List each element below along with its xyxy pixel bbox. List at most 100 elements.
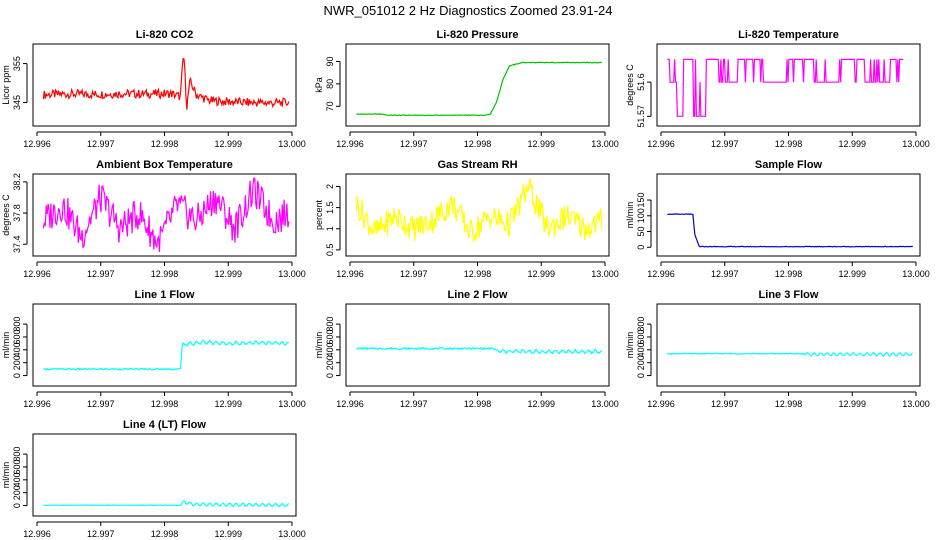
series-line-li-820-pressure: [356, 61, 602, 117]
x-tick-label: 13.000: [278, 269, 306, 279]
x-tick-label: 12.997: [400, 269, 428, 279]
plot-frame: [32, 173, 297, 257]
y-tick-label: 800: [325, 317, 335, 332]
y-tick-label: 600: [636, 329, 646, 344]
y-axis-label: ml/min: [1, 462, 11, 489]
y-axis-label: degrees C: [625, 64, 635, 106]
series-line-ambient-box-temperature: [42, 176, 290, 253]
x-tick-label: 13.000: [902, 139, 930, 149]
y-tick-label: 0: [325, 373, 335, 378]
y-tick-label: 2: [325, 184, 335, 189]
y-tick-label: 51.6: [636, 73, 646, 91]
x-tick-label: 13.000: [591, 399, 619, 409]
series-line-li-820-temperature: [667, 58, 904, 117]
panel-title: Gas Stream RH: [437, 159, 517, 171]
x-tick-label: 12.998: [464, 139, 492, 149]
x-tick-label: 13.000: [278, 529, 306, 539]
y-tick-label: 0: [636, 245, 646, 250]
x-tick-label: 12.999: [838, 269, 866, 279]
panel-title: Li-820 Temperature: [738, 29, 839, 41]
y-tick-label: 80: [325, 79, 335, 89]
plot-frame: [656, 43, 921, 127]
y-tick-label: 400: [325, 342, 335, 357]
x-tick-label: 13.000: [278, 139, 306, 149]
x-tick-label: 12.998: [775, 399, 803, 409]
figure-title: NWR_051012 2 Hz Diagnostics Zoomed 23.91…: [323, 3, 612, 18]
y-tick-label: 200: [325, 355, 335, 370]
plot-frame: [32, 43, 297, 127]
y-tick-label: 0: [12, 373, 22, 378]
panel-title: Line 4 (LT) Flow: [123, 419, 206, 431]
x-tick-label: 12.996: [336, 269, 364, 279]
series-line-line-1-flow: [43, 339, 289, 371]
x-tick-label: 12.997: [87, 269, 115, 279]
x-tick-label: 12.999: [214, 529, 242, 539]
plot-frame: [345, 43, 610, 127]
x-tick-label: 12.996: [647, 139, 675, 149]
x-tick-label: 12.996: [23, 399, 51, 409]
y-tick-label: 0: [12, 503, 22, 508]
y-tick-label: 200: [636, 355, 646, 370]
panel-line-3-flow: Line 3 Flow 12.996 12.997 12.998 12.999 13.00…: [625, 289, 930, 409]
x-tick-label: 12.997: [400, 139, 428, 149]
y-tick-label: 200: [12, 355, 22, 370]
panel-li-820-pressure: Li-820 Pressure 12.996 12.997 12.998 12.999 1…: [314, 29, 619, 149]
y-tick-label: 1: [325, 226, 335, 231]
x-tick-label: 13.000: [278, 399, 306, 409]
panel-title: Line 2 Flow: [448, 289, 508, 301]
y-axis-label: ml/min: [625, 332, 635, 359]
y-axis-label: degrees C: [1, 194, 11, 236]
x-tick-label: 12.999: [838, 399, 866, 409]
y-tick-label: 51.57: [636, 105, 646, 128]
panel-title: Ambient Box Temperature: [96, 159, 233, 171]
series-line-sample-flow: [667, 213, 913, 248]
x-tick-label: 12.996: [23, 139, 51, 149]
y-axis-label: ml/min: [314, 332, 324, 359]
x-tick-label: 12.998: [464, 269, 492, 279]
x-tick-label: 13.000: [591, 269, 619, 279]
panel-li-820-co2: Li-820 CO2 12.996 12.997 12.998 12.999 13.000…: [1, 29, 306, 149]
panels: Li-820 CO2 12.996 12.997 12.998 12.999 13.000…: [1, 29, 930, 539]
x-tick-label: 12.998: [775, 269, 803, 279]
panel-title: Line 3 Flow: [759, 289, 819, 301]
y-tick-label: 800: [636, 317, 646, 332]
x-tick-label: 12.999: [214, 139, 242, 149]
panel-sample-flow: Sample Flow 12.996 12.997 12.998 12.999 13.00…: [625, 159, 930, 279]
series-line-gas-stream-rh: [355, 177, 603, 242]
y-tick-label: 100: [636, 208, 646, 223]
plot-frame: [656, 173, 921, 257]
y-axis-label: kPa: [314, 77, 324, 93]
y-tick-label: 50: [636, 227, 646, 237]
x-tick-label: 12.999: [527, 399, 555, 409]
y-axis-label: percent: [314, 199, 324, 230]
x-tick-label: 12.996: [23, 529, 51, 539]
x-tick-label: 12.997: [711, 269, 739, 279]
y-tick-label: 38.2: [12, 173, 22, 191]
x-tick-label: 12.996: [23, 269, 51, 279]
y-tick-label: 400: [12, 472, 22, 487]
panel-line-4-lt-flow: Line 4 (LT) Flow 12.996 12.997 12.998 12.999…: [1, 419, 306, 539]
series-line-line-3-flow: [667, 351, 913, 357]
plot-frame: [656, 303, 921, 387]
panel-ambient-box-temperature: Ambient Box Temperature 12.996 12.997 12.99…: [1, 159, 306, 279]
panel-line-1-flow: Line 1 Flow 12.996 12.997 12.998 12.999 13.00…: [1, 289, 306, 409]
y-tick-label: 0: [636, 373, 646, 378]
x-tick-label: 12.997: [87, 399, 115, 409]
y-tick-label: 1.5: [325, 201, 335, 214]
x-tick-label: 12.998: [151, 139, 179, 149]
y-tick-label: 37.8: [12, 204, 22, 222]
x-tick-label: 12.998: [151, 269, 179, 279]
y-tick-label: 0.5: [325, 244, 335, 257]
x-tick-label: 12.997: [87, 139, 115, 149]
x-tick-label: 12.997: [711, 139, 739, 149]
panel-title: Li-820 Pressure: [437, 29, 519, 41]
x-tick-label: 12.996: [647, 399, 675, 409]
x-tick-label: 12.998: [151, 529, 179, 539]
y-tick-label: 600: [12, 459, 22, 474]
y-tick-label: 200: [12, 485, 22, 500]
x-tick-label: 13.000: [591, 139, 619, 149]
plot-frame: [32, 433, 297, 517]
panel-title: Sample Flow: [755, 159, 823, 171]
x-tick-label: 12.999: [527, 269, 555, 279]
panel-title: Li-820 CO2: [136, 29, 193, 41]
